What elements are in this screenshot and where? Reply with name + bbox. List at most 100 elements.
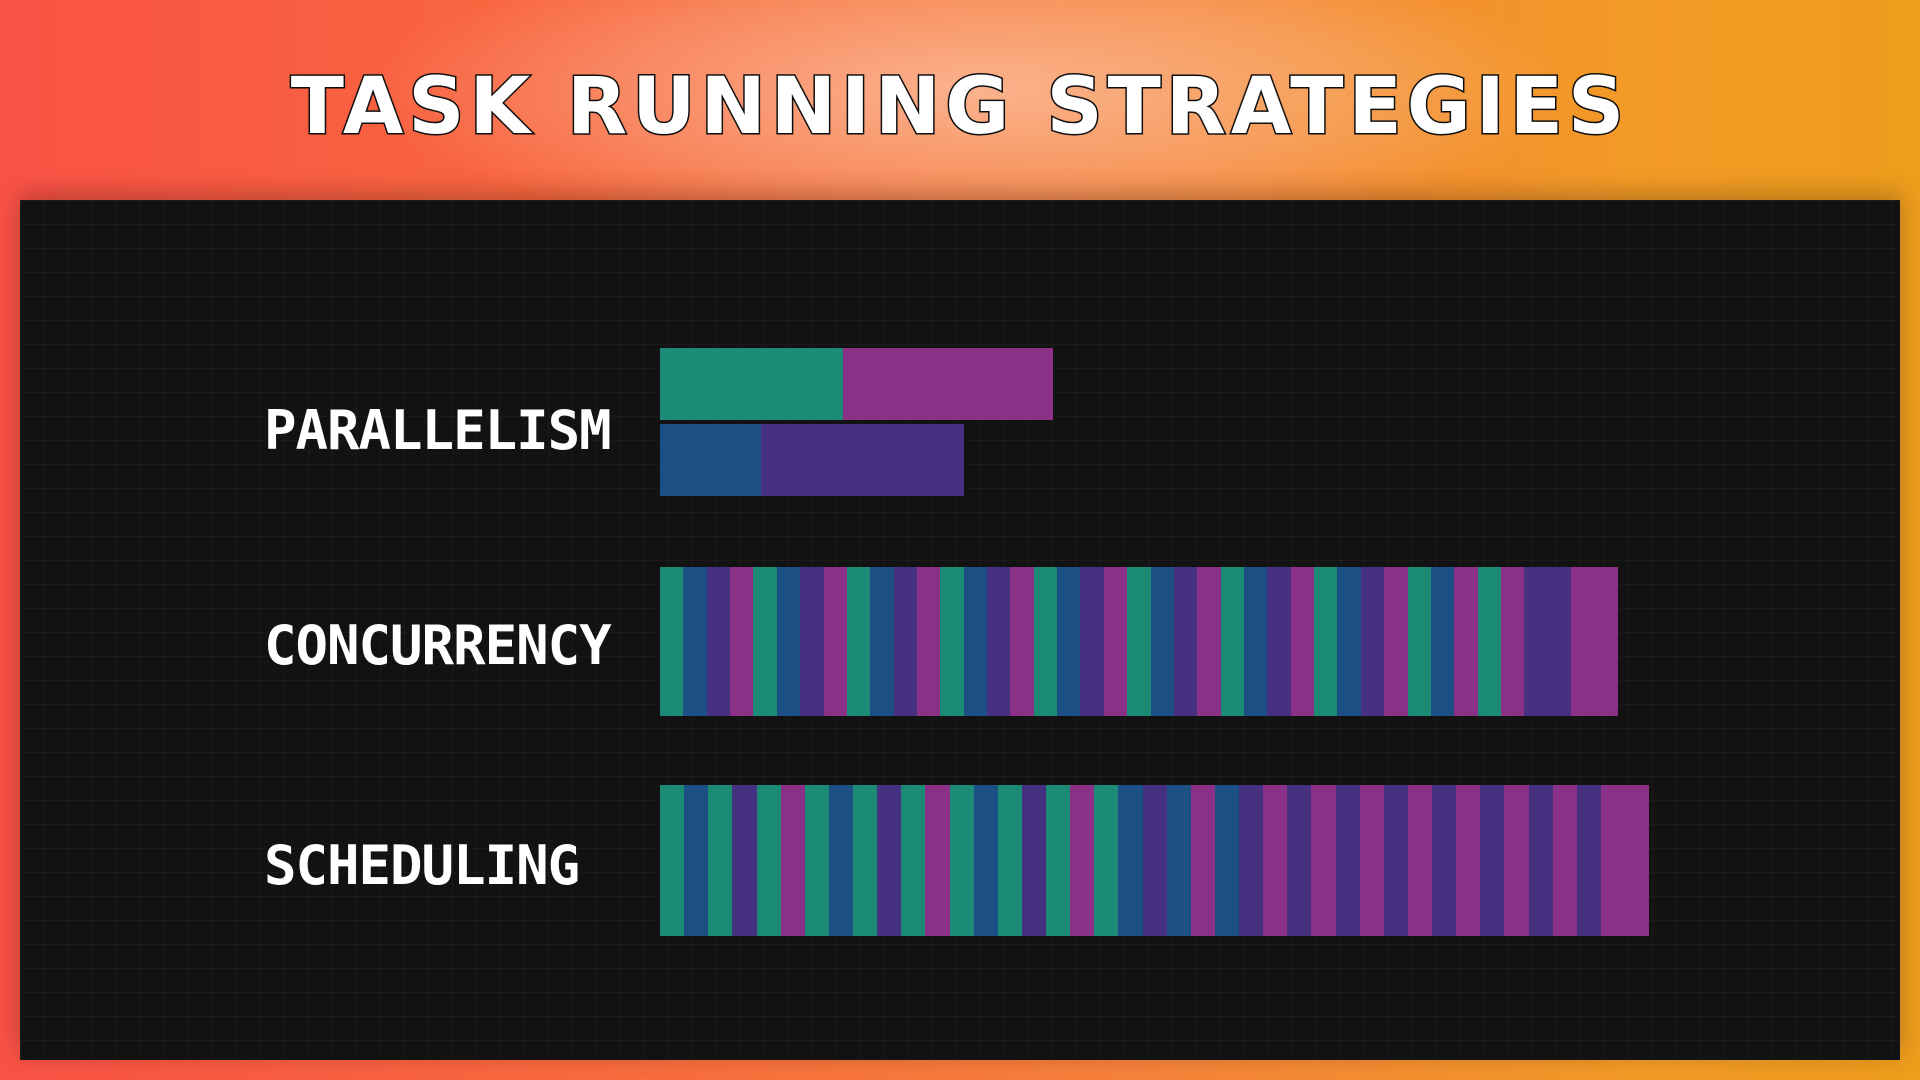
task-slice-blue [828,785,853,936]
task-slice-purple [1383,785,1408,936]
task-slice-purple [893,567,917,716]
diagram-panel: PARALLELISM CONCURRENCY SCHEDULING [20,200,1900,1060]
task-slice-blue [683,567,707,716]
task-slice-green [853,785,878,936]
task-slice-blue [684,785,709,936]
task-slice-green [712,348,739,420]
task-slice-magenta [916,567,941,716]
task-slice-purple [987,567,1011,716]
row-label-concurrency: CONCURRENCY [264,614,612,677]
parallelism-track-2 [660,424,964,496]
task-slice-purple [837,424,863,496]
task-slice-blue [870,567,894,716]
task-slice-purple [862,424,888,496]
task-slice-blue [1118,785,1143,936]
task-slice-magenta [1384,567,1408,716]
task-slice-blue [1337,567,1361,716]
task-slice-blue [963,567,988,716]
task-slice-blue [1150,567,1174,716]
task-slice-magenta [1359,785,1384,936]
task-slice-magenta [1552,785,1577,936]
task-slice-green [1407,567,1431,716]
task-slice-green [817,348,844,420]
task-slice-blue [1214,785,1239,936]
task-slice-purple [913,424,939,496]
task-slice-purple [1547,567,1572,716]
task-slice-green [1094,785,1119,936]
task-slice-green [764,348,792,420]
task-slice-purple [786,424,812,496]
task-slice-purple [1239,785,1264,936]
concurrency-track [660,567,1618,716]
task-slice-magenta [1190,785,1215,936]
task-slice-green [901,785,926,936]
task-slice-magenta [925,785,950,936]
task-slice-green [1314,567,1338,716]
task-slice-magenta [780,785,805,936]
task-slice-magenta [1311,785,1336,936]
task-slice-magenta [730,567,754,716]
task-slice-purple [1432,785,1457,936]
task-slice-purple [877,785,902,936]
task-slice-green [1127,567,1151,716]
task-slice-magenta [843,348,870,420]
task-slice-green [846,567,871,716]
task-slice-green [949,785,974,936]
task-slice-green [686,348,713,420]
task-slice-green [940,567,964,716]
task-slice-blue [660,424,686,496]
task-slice-green [804,785,829,936]
task-slice-magenta [1504,785,1529,936]
task-slice-purple [887,424,914,496]
task-slice-magenta [948,348,975,420]
task-slice-blue [735,424,762,496]
task-slice-green [660,567,684,716]
task-slice-purple [938,424,964,496]
task-slice-purple [800,567,824,716]
task-slice-purple [1576,785,1601,936]
task-slice-green [1477,567,1501,716]
task-slice-blue [685,424,711,496]
task-slice-magenta [1454,567,1478,716]
task-slice-magenta [1594,567,1618,716]
task-slice-green [997,785,1022,936]
task-slice-magenta [922,348,949,420]
task-slice-green [660,348,687,420]
task-slice-blue [710,424,736,496]
task-slice-magenta [1026,348,1054,420]
task-slice-purple [1142,785,1167,936]
task-slice-magenta [1197,567,1221,716]
task-slice-green [753,567,777,716]
task-slice-magenta [1407,785,1432,936]
task-slice-purple [732,785,757,936]
task-slice-magenta [1010,567,1034,716]
task-slice-magenta [1070,785,1095,936]
task-slice-magenta [974,348,1001,420]
task-slice-blue [1243,567,1268,716]
page-title: TASK RUNNING STRATEGIES [289,61,1630,154]
task-slice-purple [1021,785,1046,936]
scheduling-track [660,785,1650,936]
task-slice-blue [776,567,801,716]
task-slice-green [708,785,733,936]
task-slice-green [660,785,685,936]
task-slice-magenta [1290,567,1315,716]
task-slice-magenta [823,567,847,716]
task-slice-magenta [895,348,923,420]
task-slice-purple [811,424,838,496]
task-slice-purple [1335,785,1360,936]
task-slice-purple [706,567,731,716]
task-slice-purple [1360,567,1385,716]
task-slice-green [791,348,818,420]
task-slice-green [738,348,765,420]
task-slice-purple [761,424,787,496]
task-slice-blue [1430,567,1455,716]
task-slice-green [1220,567,1244,716]
task-slice-blue [1057,567,1081,716]
row-label-parallelism: PARALLELISM [264,399,612,462]
parallelism-track-1 [660,348,1054,420]
task-slice-magenta [1625,785,1650,936]
task-slice-purple [1080,567,1104,716]
task-slice-purple [1480,785,1505,936]
task-slice-magenta [1456,785,1481,936]
